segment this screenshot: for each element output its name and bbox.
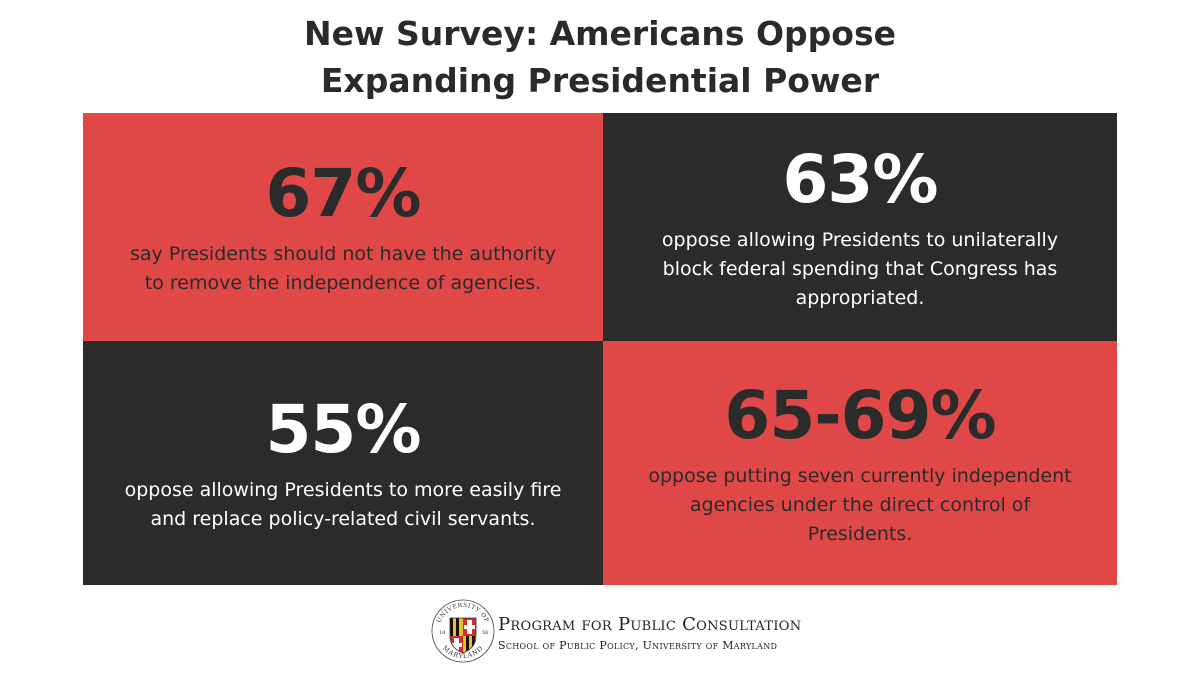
stat-card-remove-independence: 67% say Presidents should not have the a… <box>83 113 603 341</box>
organization-subtitle: School of Public Policy, University of M… <box>498 639 778 652</box>
stat-description: oppose allowing Presidents to unilateral… <box>661 228 1059 309</box>
page-title: New Survey: Americans Oppose Expanding P… <box>0 10 1200 104</box>
svg-text:18: 18 <box>439 630 445 636</box>
stat-description: say Presidents should not have the autho… <box>130 243 556 294</box>
svg-text:56: 56 <box>482 630 488 636</box>
stat-value: 67% <box>265 155 422 232</box>
footer-logo: UNIVERSITY OF MARYLAND 18 56 Program for… <box>430 598 810 668</box>
stat-value: 55% <box>265 391 422 468</box>
stat-card-agency-control: 65-69% oppose putting seven currently in… <box>603 341 1117 585</box>
title-line-1: New Survey: Americans Oppose <box>304 14 896 53</box>
stat-description: oppose putting seven currently independe… <box>648 464 1072 545</box>
stat-description: oppose allowing Presidents to more easil… <box>124 479 562 530</box>
organization-name: Program for Public Consultation <box>498 614 802 635</box>
title-line-2: Expanding Presidential Power <box>320 61 880 100</box>
university-seal-icon: UNIVERSITY OF MARYLAND 18 56 <box>431 599 495 663</box>
stat-value: 63% <box>782 140 939 218</box>
stats-grid: 67% say Presidents should not have the a… <box>83 113 1117 585</box>
stat-card-fire-civil-servants: 55% oppose allowing Presidents to more e… <box>83 341 603 585</box>
stat-value: 65-69% <box>724 376 996 454</box>
stat-card-block-spending: 63% oppose allowing Presidents to unilat… <box>603 113 1117 341</box>
